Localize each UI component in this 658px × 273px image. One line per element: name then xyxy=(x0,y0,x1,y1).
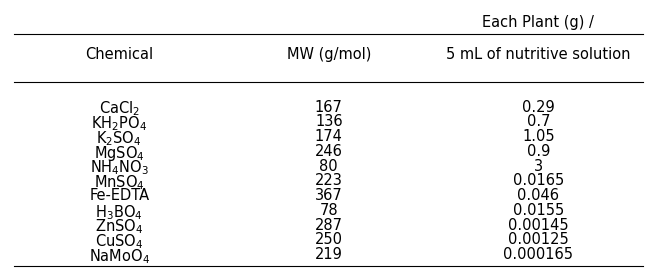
Text: 0.7: 0.7 xyxy=(526,114,550,129)
Text: 0.00145: 0.00145 xyxy=(508,218,569,233)
Text: 0.29: 0.29 xyxy=(522,100,555,115)
Text: 250: 250 xyxy=(315,232,343,247)
Text: MnSO$_4$: MnSO$_4$ xyxy=(94,173,145,192)
Text: MgSO$_4$: MgSO$_4$ xyxy=(94,144,145,163)
Text: CuSO$_4$: CuSO$_4$ xyxy=(95,232,143,251)
Text: 246: 246 xyxy=(315,144,343,159)
Text: 287: 287 xyxy=(315,218,343,233)
Text: NH$_4$NO$_3$: NH$_4$NO$_3$ xyxy=(90,159,149,177)
Text: 367: 367 xyxy=(315,188,343,203)
Text: 5 mL of nutritive solution: 5 mL of nutritive solution xyxy=(446,47,630,62)
Text: 0.0165: 0.0165 xyxy=(513,173,564,188)
Text: K$_2$SO$_4$: K$_2$SO$_4$ xyxy=(97,129,142,148)
Text: MW (g/mol): MW (g/mol) xyxy=(287,47,371,62)
Text: 0.9: 0.9 xyxy=(526,144,550,159)
Text: 223: 223 xyxy=(315,173,343,188)
Text: Chemical: Chemical xyxy=(85,47,153,62)
Text: Fe-EDTA: Fe-EDTA xyxy=(89,188,149,203)
Text: 0.00125: 0.00125 xyxy=(508,232,569,247)
Text: KH$_2$PO$_4$: KH$_2$PO$_4$ xyxy=(91,114,147,133)
Text: Each Plant (g) /: Each Plant (g) / xyxy=(482,15,594,30)
Text: CaCl$_2$: CaCl$_2$ xyxy=(99,100,139,118)
Text: 0.000165: 0.000165 xyxy=(503,247,573,262)
Text: 219: 219 xyxy=(315,247,343,262)
Text: 0.0155: 0.0155 xyxy=(513,203,564,218)
Text: 0.046: 0.046 xyxy=(517,188,559,203)
Text: NaMoO$_4$: NaMoO$_4$ xyxy=(89,247,150,266)
Text: 167: 167 xyxy=(315,100,343,115)
Text: 78: 78 xyxy=(319,203,338,218)
Text: 174: 174 xyxy=(315,129,343,144)
Text: 136: 136 xyxy=(315,114,343,129)
Text: H$_3$BO$_4$: H$_3$BO$_4$ xyxy=(95,203,143,221)
Text: 1.05: 1.05 xyxy=(522,129,555,144)
Text: 3: 3 xyxy=(534,159,543,174)
Text: ZnSO$_4$: ZnSO$_4$ xyxy=(95,218,143,236)
Text: 80: 80 xyxy=(319,159,338,174)
